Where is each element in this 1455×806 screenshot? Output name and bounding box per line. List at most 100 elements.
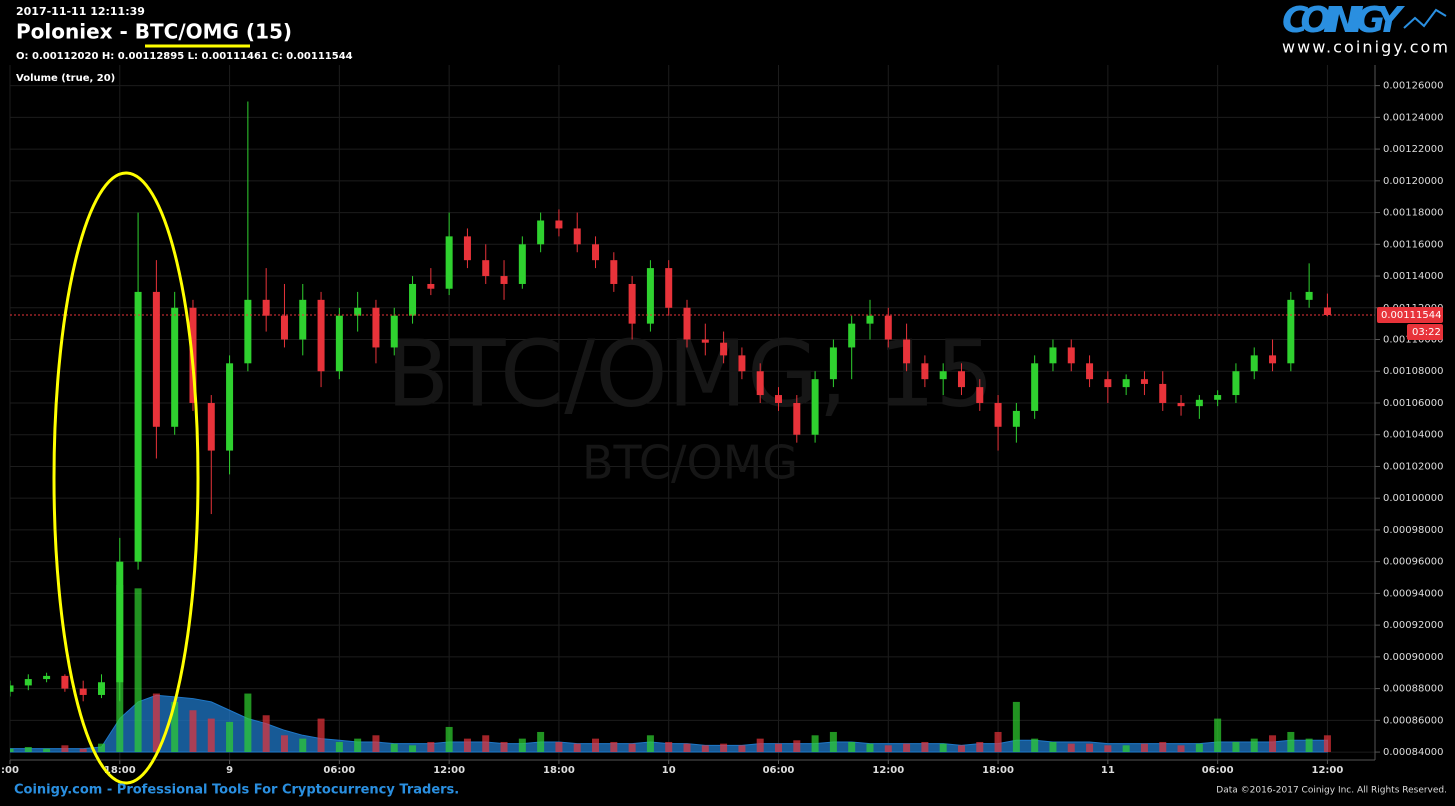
countdown-tag	[1407, 324, 1443, 341]
y-tick-label: 0.00086000	[1383, 715, 1443, 726]
x-tick-label: 18:00	[982, 765, 1014, 776]
volume-bar	[683, 743, 691, 752]
footer-right: Data ©2016-2017 Coinigy Inc. All Rights …	[1216, 786, 1447, 796]
volume-bar	[720, 743, 728, 752]
candle-body	[79, 688, 87, 695]
volume-bar	[994, 731, 1002, 752]
x-tick-label: 12:00	[1312, 765, 1344, 776]
y-tick-label: 0.00108000	[1383, 366, 1443, 377]
volume-bar	[463, 738, 471, 752]
watermark-sub: BTC/OMG	[582, 436, 798, 490]
candle-body	[811, 379, 819, 435]
candle-body	[262, 299, 270, 316]
volume-bar	[500, 741, 508, 752]
axes: 0.00084000 0.00086000 0.00088000 0.00090000…	[1, 81, 1443, 776]
volume-bar	[79, 748, 87, 752]
volume-bar	[884, 745, 892, 752]
volume-bar	[152, 693, 160, 752]
candle-body	[1159, 383, 1167, 403]
candle-body	[226, 363, 234, 451]
candle-body	[610, 260, 618, 284]
candle-body	[1140, 379, 1148, 384]
candle-body	[10, 685, 14, 692]
y-tick-label: 0.00116000	[1383, 239, 1443, 250]
candle-body	[738, 355, 746, 372]
candle-body	[207, 402, 215, 451]
candle-body	[299, 299, 307, 340]
candle-body	[280, 315, 288, 340]
candle-body	[939, 371, 947, 380]
volume-bar	[866, 743, 874, 752]
candle-body	[335, 315, 343, 372]
candle-body	[116, 561, 124, 683]
candle-body	[134, 291, 142, 562]
x-tick-label: 10	[662, 765, 676, 776]
volume-bar	[1104, 745, 1112, 752]
volume-bar	[701, 745, 709, 752]
last-price-tag	[1377, 307, 1443, 324]
volume-bar	[445, 726, 453, 752]
x-tick-label: :00	[1, 765, 19, 776]
timestamp: 2017-11-11 12:11:39	[16, 5, 145, 18]
volume-bar	[1232, 741, 1240, 752]
candle-body	[1305, 291, 1313, 300]
candle-body	[409, 283, 417, 316]
volume-bar	[427, 741, 435, 752]
candle-body	[866, 315, 874, 324]
volume-bar	[97, 743, 105, 752]
candle-body	[372, 307, 380, 348]
footer-left: Coinigy.com - Professional Tools For Cry…	[14, 783, 459, 798]
y-tick-label: 0.00098000	[1383, 525, 1443, 536]
candle-body	[152, 291, 160, 427]
volume-bar	[573, 743, 581, 752]
candle-body	[628, 283, 636, 324]
volume-bar	[1305, 738, 1313, 752]
volume-bar	[1214, 718, 1222, 752]
candle-body	[171, 307, 179, 427]
candle-body	[354, 307, 362, 316]
candle-body	[1122, 379, 1130, 388]
y-tick-label: 0.00124000	[1383, 112, 1443, 123]
candle-body	[976, 387, 984, 403]
candle-body	[482, 260, 490, 277]
y-tick-label: 0.00100000	[1383, 493, 1443, 504]
candle-body	[500, 276, 508, 284]
volume-bar	[1195, 743, 1203, 752]
volume-bar	[921, 741, 929, 752]
candle-body	[1214, 395, 1222, 400]
candle-body	[994, 402, 1002, 427]
y-tick-label: 0.00092000	[1383, 620, 1443, 631]
candle-body	[884, 315, 892, 340]
volume-bar	[409, 745, 417, 752]
volume-bar	[299, 738, 307, 752]
candle-body	[1323, 307, 1331, 316]
y-tick-label: 0.00106000	[1383, 398, 1443, 409]
logo-url: www.coinigy.com	[1282, 38, 1448, 57]
volume-bar	[646, 735, 654, 752]
candle-body	[43, 675, 51, 680]
volume-bar	[957, 745, 965, 752]
candle-body	[829, 347, 837, 380]
volume-bar	[976, 741, 984, 752]
candle-body	[445, 236, 453, 289]
candle-body	[592, 244, 600, 261]
y-tick-label: 0.00104000	[1383, 430, 1443, 441]
volume-bar	[1269, 735, 1277, 752]
countdown-label: 03:22	[1412, 327, 1441, 338]
volume-bar	[628, 743, 636, 752]
candle-body	[97, 682, 105, 695]
grid	[9, 65, 1375, 760]
volume-bar	[390, 743, 398, 752]
x-tick-label: 12:00	[872, 765, 904, 776]
volume-bar	[848, 741, 856, 752]
volume-bar	[1287, 731, 1295, 752]
ohlc-readout: O: 0.00112020 H: 0.00112895 L: 0.0011146…	[16, 51, 353, 62]
x-tick-label: 12:00	[433, 765, 465, 776]
volume-bar	[372, 735, 380, 752]
logo-icon	[1403, 8, 1447, 29]
y-tick-label: 0.00102000	[1383, 461, 1443, 472]
candle-body	[1269, 355, 1277, 364]
volume-bar	[1086, 743, 1094, 752]
candle-body	[390, 315, 398, 348]
